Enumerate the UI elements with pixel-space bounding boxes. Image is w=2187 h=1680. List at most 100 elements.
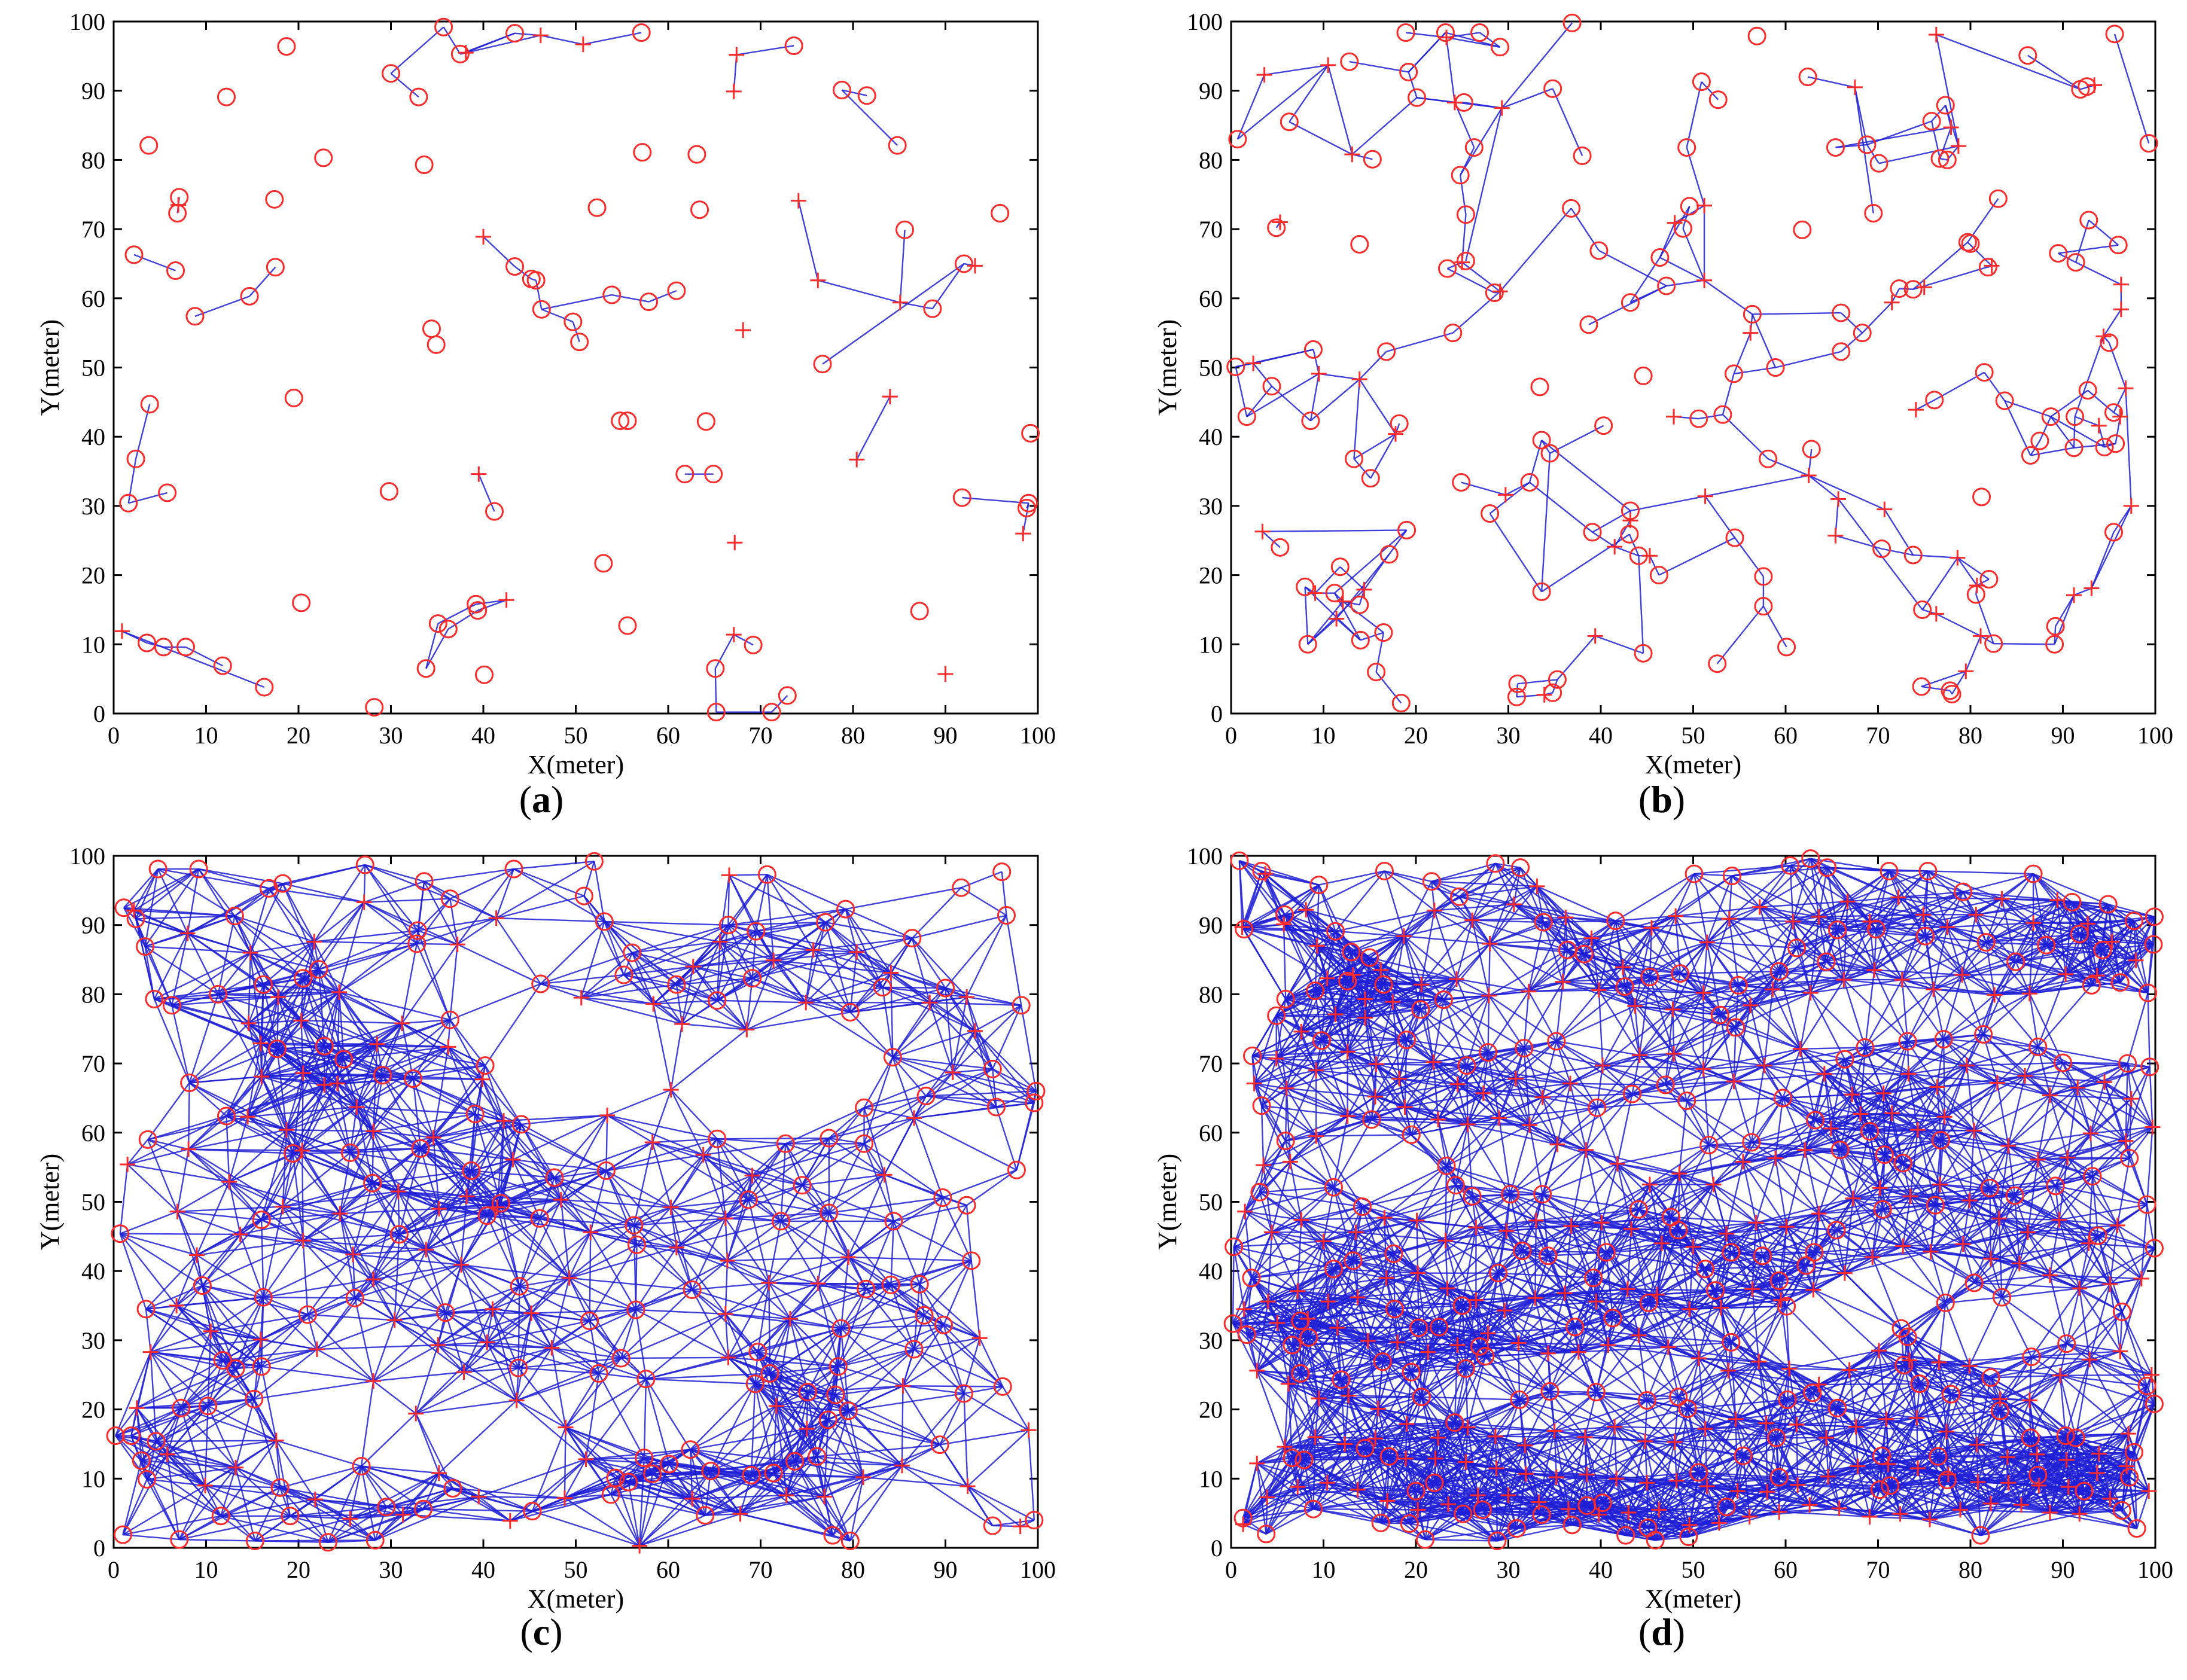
x-tick-label: 30 (1497, 722, 1521, 749)
panel-b-chart: 0 10 20 30 40 50 60 70 80 90 100010203040506070809… (1153, 8, 2173, 779)
connection-edge (1615, 915, 1676, 922)
unknown-node-marker (268, 1432, 284, 1449)
connection-edge (176, 1234, 241, 1306)
connection-edge (724, 1260, 729, 1314)
connection-edge (516, 1373, 599, 1401)
x-axis-label: X(meter) (1645, 1584, 1741, 1614)
unknown-node-marker (583, 1224, 599, 1240)
unknown-node-marker (2113, 301, 2129, 318)
x-tick-label: 10 (1312, 722, 1336, 749)
connection-edge (653, 1003, 683, 1025)
connection-edge (349, 1518, 376, 1541)
connection-edge (1715, 1289, 1787, 1307)
anchor-node-marker (422, 319, 441, 339)
connection-edge (748, 1138, 830, 1200)
connection-edge (848, 1256, 920, 1285)
connection-edge (1908, 1073, 1942, 1141)
anchor-node-marker (2100, 333, 2119, 352)
connection-edge (2091, 505, 2132, 589)
connection-edge (1950, 1394, 1978, 1446)
connection-edge (235, 1440, 277, 1468)
connection-edge (307, 1279, 374, 1316)
connection-edge (373, 1249, 427, 1280)
connection-edge (147, 1115, 227, 1141)
anchor-node-marker (1562, 13, 1582, 32)
unknown-node-marker (1454, 254, 1470, 270)
unknown-node-marker (476, 228, 491, 245)
unknown-node-marker (805, 942, 821, 958)
connection-edge (413, 1078, 504, 1122)
connection-edge (187, 933, 219, 995)
connection-edge (727, 1212, 830, 1261)
anchor-node-marker (1793, 220, 1812, 239)
anchor-node-marker (855, 1098, 874, 1117)
anchor-node-marker (1890, 279, 1909, 298)
y-tick-label: 80 (81, 981, 105, 1008)
connection-edge (943, 1325, 965, 1394)
connection-edge (180, 1359, 224, 1409)
connection-edge (279, 1487, 291, 1517)
connection-edge (747, 1011, 851, 1030)
connection-edge (260, 996, 279, 1044)
connection-edge (807, 1391, 829, 1420)
unknown-node-marker (418, 1242, 434, 1258)
connection-edge (302, 1240, 309, 1315)
unknown-node-marker (309, 1341, 325, 1357)
connection-edge (2057, 899, 2134, 922)
connection-edge (903, 1385, 964, 1395)
connection-edge (1318, 373, 1360, 380)
connection-edge (583, 895, 625, 975)
connection-edge (470, 1120, 504, 1172)
unknown-node-marker (332, 1206, 348, 1222)
anchor-node-marker (1936, 96, 1955, 115)
anchor-node-marker (1280, 112, 1299, 132)
connection-edge (519, 1218, 541, 1286)
connection-edge (1999, 1185, 2056, 1219)
unknown-node-marker (458, 45, 474, 61)
connection-edge (198, 868, 236, 917)
connection-edge (710, 1405, 777, 1472)
connection-edge (1557, 635, 1596, 681)
connection-edge (127, 1163, 230, 1183)
connection-edge (692, 1470, 712, 1499)
connection-edge (817, 279, 901, 303)
connection-edge (1283, 924, 1287, 999)
connection-edge (150, 1338, 261, 1353)
connection-edge (145, 1285, 203, 1310)
connection-edge (461, 1264, 532, 1314)
anchor-node-marker (504, 859, 523, 879)
connection-edge (496, 917, 605, 923)
connection-edge (340, 1213, 427, 1251)
panel-d-chart: 0 10 20 30 40 50 60 70 80 90 100010203040506070809… (1153, 843, 2173, 1614)
connection-edge (150, 1351, 236, 1370)
connection-edge (302, 941, 315, 979)
connection-edge (222, 1338, 261, 1361)
connection-edge (187, 932, 279, 998)
unknown-node-marker (1307, 585, 1323, 601)
connection-edge (1792, 867, 1828, 922)
connection-edge (433, 1123, 522, 1139)
connection-edge (1417, 1196, 1473, 1221)
anchor-node-marker (826, 1385, 845, 1404)
connection-edge (639, 1470, 711, 1547)
anchor-node-marker (436, 1303, 455, 1322)
connection-edge (290, 1515, 376, 1541)
anchor-node-marker (382, 64, 400, 83)
connection-edge (356, 1078, 414, 1108)
connection-edge (1259, 1187, 1334, 1193)
anchor-node-marker (225, 907, 244, 926)
connection-edge (1408, 72, 1418, 98)
connection-edge (1300, 990, 1316, 1032)
connection-edge (403, 1514, 510, 1522)
connection-edge (486, 1341, 517, 1401)
anchor-node-marker (409, 87, 428, 106)
connection-edge (315, 1498, 403, 1516)
anchor-node-marker (828, 1357, 848, 1376)
connection-edge (752, 951, 857, 979)
connection-edge (218, 941, 315, 995)
connection-edge (141, 1460, 236, 1468)
connection-edge (467, 1196, 561, 1201)
connection-edge (671, 1206, 726, 1219)
connection-edge (1238, 861, 1243, 928)
connection-edge (1826, 867, 1871, 922)
